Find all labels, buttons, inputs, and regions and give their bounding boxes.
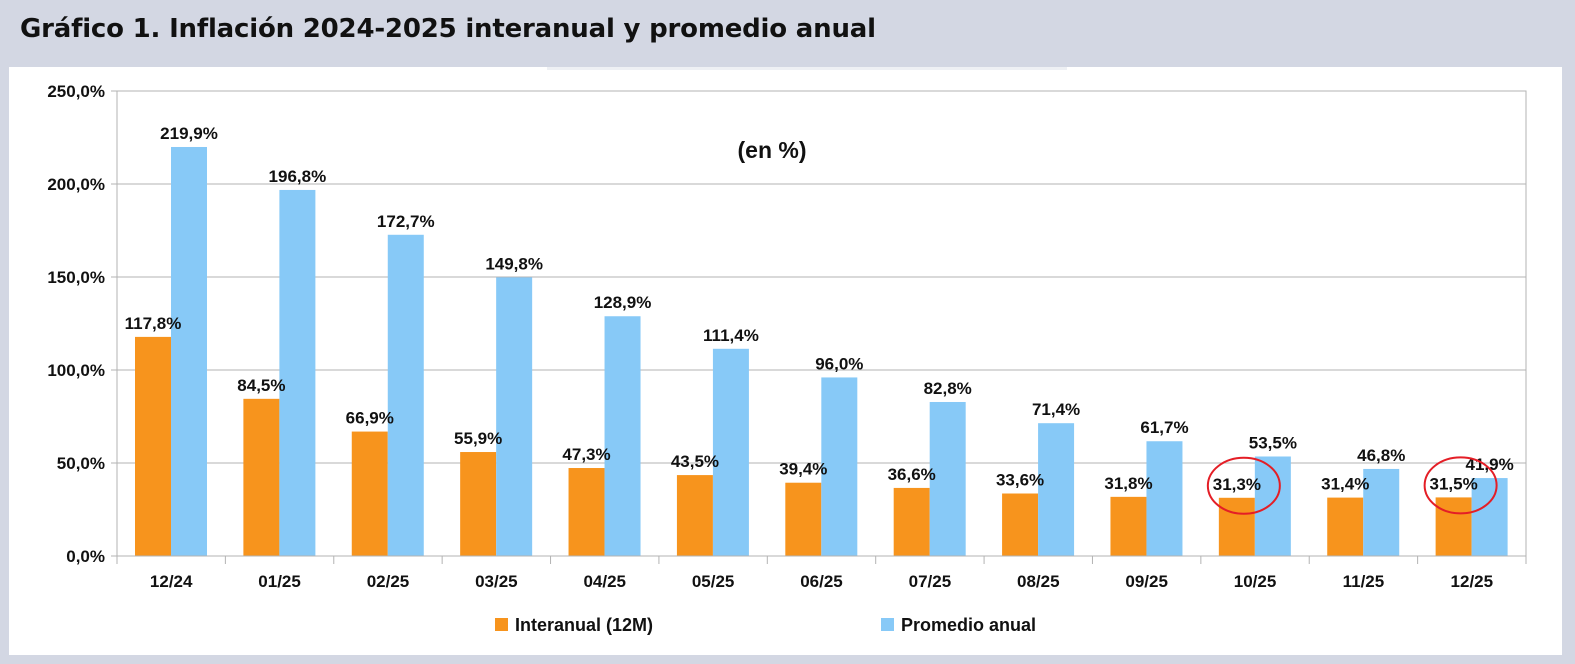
data-label: 43,5% [671,452,719,471]
plot-frame [116,90,1527,557]
data-label: 33,6% [996,471,1044,490]
x-tick-label: 12/24 [150,572,193,591]
data-label: 172,7% [377,212,435,231]
bar-promedio [496,277,533,556]
bar-interanual [1002,493,1039,556]
x-tick-label: 08/25 [1017,572,1060,591]
bar-promedio [1363,468,1400,556]
data-label: 96,0% [815,354,863,373]
bars [135,146,1508,556]
bar-promedio [604,316,641,556]
bar-promedio [1146,441,1183,556]
y-axis-ticks: 0,0% 50,0% 100,0% 150,0% 200,0% 250,0% [47,82,117,566]
annotations [1206,456,1498,515]
data-label: 31,4% [1321,475,1369,494]
bar-promedio [929,401,966,556]
data-label: 111,4% [703,326,759,345]
x-tick-label: 01/25 [258,572,301,591]
data-label: 41,9% [1466,455,1514,474]
bar-interanual [460,452,497,556]
data-label: 128,9% [594,293,652,312]
bar-interanual [351,431,388,556]
x-tick-label: 05/25 [692,572,735,591]
bar-interanual [1327,497,1364,556]
bar-chart: 0,0% 50,0% 100,0% 150,0% 200,0% 250,0% 12/24 0… [47,67,1527,635]
data-label: 31,3% [1213,475,1261,494]
axes [116,90,1527,557]
chart-panel: 0,0% 50,0% 100,0% 150,0% 200,0% 250,0% 12/24 0… [9,67,1562,655]
x-tick-label: 02/25 [367,572,410,591]
bar-promedio [1471,478,1508,556]
y-tick-label: 250,0% [47,82,105,101]
data-label: 149,8% [485,254,543,273]
data-label: 53,5% [1249,433,1297,452]
bar-promedio [171,146,207,556]
y-tick-label: 150,0% [47,268,105,287]
data-label: 71,4% [1032,400,1080,419]
highlight-circle [1423,456,1498,515]
data-label: 46,8% [1357,446,1405,465]
legend-swatch [881,618,894,631]
x-tick-label: 11/25 [1343,572,1385,591]
y-tick-label: 50,0% [57,454,105,473]
bar-interanual [893,487,930,556]
bar-promedio [1254,456,1291,556]
data-label: 196,8% [269,167,327,186]
highlight-circle [1206,456,1281,515]
data-label: 61,7% [1140,418,1188,437]
data-label: 82,8% [924,379,972,398]
data-label: 31,5% [1430,474,1478,493]
bar-interanual [243,398,280,556]
data-label: 84,5% [237,376,285,395]
x-tick-label: 09/25 [1125,572,1168,591]
bar-interanual [1218,497,1255,556]
bar-promedio [1038,423,1075,556]
bar-interanual [785,482,822,556]
x-axis-ticks: 12/24 01/25 02/25 03/25 04/25 05/25 06/25 07/25… [116,556,1527,591]
y-tick-label: 100,0% [47,361,105,380]
legend-swatch [495,618,508,631]
data-label: 55,9% [454,429,502,448]
x-tick-label: 06/25 [800,572,843,591]
bar-promedio [279,189,316,556]
bar-interanual [1435,497,1472,556]
data-label: 219,9% [160,124,218,143]
chart-subtitle: (en %) [738,137,807,163]
x-tick-label: 10/25 [1234,572,1277,591]
y-tick-label: 0,0% [66,547,105,566]
x-tick-label: 03/25 [475,572,518,591]
panel-top-mark [547,67,1067,70]
legend-label: Interanual (12M) [515,615,653,635]
data-labels: 117,8% 84,5% 66,9% 55,9% 47,3% 43,5% 39,4% 36,6… [125,124,1514,494]
bar-promedio [387,234,424,556]
y-tick-label: 200,0% [47,175,105,194]
figure-title: Gráfico 1. Inflación 2024-2025 interanua… [20,14,876,44]
bar-interanual [135,336,171,556]
data-label: 39,4% [779,460,827,479]
data-label: 31,8% [1104,474,1152,493]
data-label: 66,9% [346,409,394,428]
x-tick-label: 04/25 [583,572,626,591]
bar-interanual [676,475,713,556]
legend-label: Promedio anual [901,615,1036,635]
bar-promedio [821,377,858,556]
data-label: 36,6% [888,465,936,484]
bar-interanual [568,468,605,556]
legend: Interanual (12M) Promedio anual [495,615,1036,635]
x-tick-label: 07/25 [909,572,952,591]
data-label: 47,3% [562,445,610,464]
x-tick-label: 12/25 [1451,572,1494,591]
bar-promedio [712,348,749,556]
data-label: 117,8% [125,314,182,333]
bar-interanual [1110,496,1147,556]
